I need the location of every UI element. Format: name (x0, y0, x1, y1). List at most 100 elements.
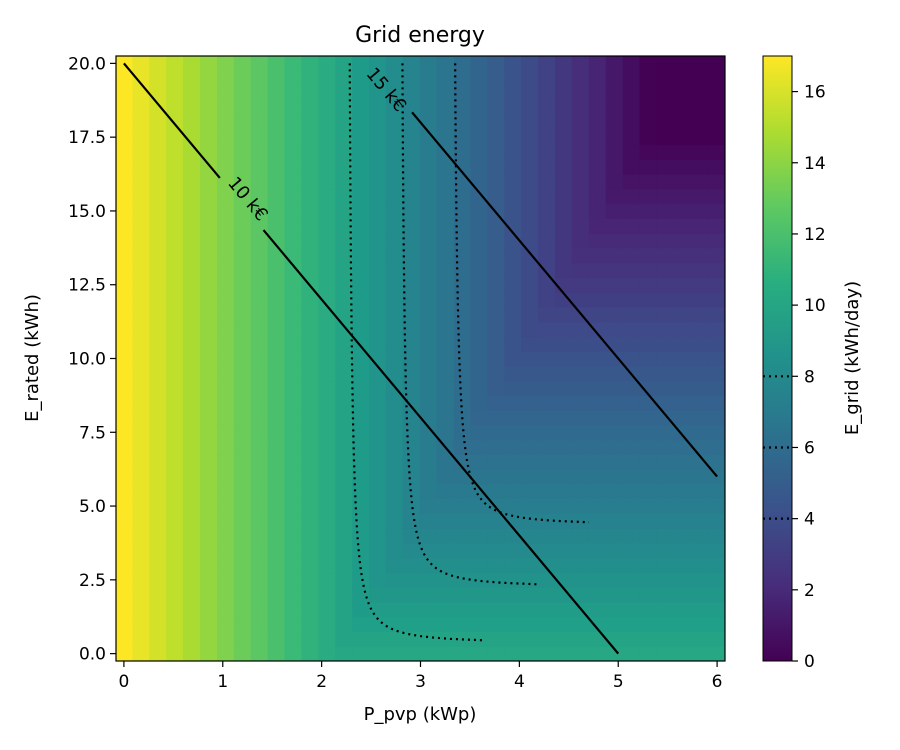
heatmap-cell (521, 601, 539, 618)
heatmap-cell (267, 100, 286, 116)
heatmap-cell (352, 306, 370, 323)
heatmap-cell (352, 646, 370, 661)
heatmap-cell (436, 277, 455, 293)
heatmap-cell (470, 587, 488, 603)
heatmap-cell (149, 277, 167, 293)
heatmap-cell (166, 277, 184, 293)
heatmap-cell (470, 188, 488, 205)
heatmap-cell (116, 439, 133, 456)
heatmap-cell (656, 498, 674, 515)
heatmap-cell (588, 424, 607, 441)
heatmap-cell (335, 203, 353, 219)
heatmap-cell (538, 85, 556, 101)
x-tick-label: 5 (613, 672, 624, 692)
heatmap-cell (166, 56, 184, 72)
heatmap-cell (301, 100, 319, 116)
heatmap-cell (250, 365, 269, 382)
heatmap-cell (318, 469, 336, 485)
heatmap-cell (571, 351, 590, 367)
heatmap-cell (166, 174, 184, 190)
heatmap-cell (521, 56, 539, 72)
heatmap-cell (639, 631, 658, 647)
heatmap-cell (369, 631, 387, 647)
heatmap-cell (149, 439, 167, 456)
heatmap-cell (183, 188, 201, 205)
heatmap-cell (605, 115, 624, 131)
heatmap-cell (639, 85, 658, 101)
heatmap-cell (149, 188, 167, 205)
heatmap-cell (199, 56, 218, 72)
heatmap-cell (656, 144, 674, 160)
heatmap-cell (335, 159, 353, 175)
heatmap-cell (132, 572, 150, 588)
heatmap-cell (622, 410, 641, 426)
heatmap-cell (673, 336, 691, 352)
heatmap-cell (622, 395, 641, 411)
heatmap-cell (216, 129, 235, 146)
heatmap-cell (335, 646, 353, 661)
heatmap-cell (199, 572, 218, 588)
heatmap-cell (402, 100, 421, 116)
heatmap-cell (385, 365, 404, 382)
heatmap-cell (521, 498, 539, 515)
heatmap-cell (504, 454, 522, 470)
heatmap-cell (199, 85, 218, 101)
heatmap-cell (183, 587, 201, 603)
heatmap-cell (216, 365, 235, 382)
heatmap-cell (707, 601, 725, 618)
heatmap-cell (521, 513, 539, 529)
heatmap-cell (335, 129, 353, 146)
heatmap-cell (199, 218, 218, 234)
heatmap-cell (116, 85, 133, 101)
heatmap-cell (639, 115, 658, 131)
heatmap-cell (369, 483, 387, 500)
heatmap-cell (707, 56, 725, 72)
heatmap-cell (673, 321, 691, 337)
heatmap-cell (521, 572, 539, 588)
heatmap-cell (571, 277, 590, 293)
heatmap-cell (673, 292, 691, 308)
heatmap-cell (436, 159, 455, 175)
heatmap-cell (504, 483, 522, 500)
heatmap-cell (419, 56, 438, 72)
heatmap-cell (385, 292, 404, 308)
heatmap-cell (436, 85, 455, 101)
heatmap-cell (199, 247, 218, 264)
heatmap-cell (318, 395, 336, 411)
heatmap-cell (673, 188, 691, 205)
heatmap-cell (487, 129, 505, 146)
heatmap-cell (521, 129, 539, 146)
heatmap-cell (402, 557, 421, 574)
heatmap-cell (605, 557, 624, 574)
heatmap-cell (233, 439, 252, 456)
heatmap-cell (504, 218, 522, 234)
heatmap-cell (284, 410, 303, 426)
heatmap-cell (250, 410, 269, 426)
heatmap-cell (622, 85, 641, 101)
heatmap-cell (588, 144, 607, 160)
heatmap-cell (284, 528, 303, 544)
heatmap-cell (335, 100, 353, 116)
heatmap-cell (116, 557, 133, 574)
y-tick-label: 7.5 (79, 423, 106, 443)
heatmap-cell (521, 469, 539, 485)
heatmap-cell (199, 439, 218, 456)
heatmap-cell (233, 115, 252, 131)
heatmap-cell (250, 70, 269, 87)
heatmap-cell (588, 380, 607, 396)
heatmap-cell (233, 365, 252, 382)
heatmap-cell (707, 144, 725, 160)
heatmap-cell (369, 262, 387, 278)
heatmap-cell (419, 469, 438, 485)
heatmap-cell (301, 56, 319, 72)
heatmap-cell (116, 233, 133, 249)
heatmap-cell (335, 557, 353, 574)
heatmap-cell (622, 115, 641, 131)
heatmap-cell (639, 174, 658, 190)
heatmap-cell (166, 631, 184, 647)
heatmap-cell (436, 513, 455, 529)
heatmap-cell (538, 365, 556, 382)
heatmap-cell (470, 351, 488, 367)
heatmap-cell (470, 203, 488, 219)
heatmap-cell (588, 336, 607, 352)
